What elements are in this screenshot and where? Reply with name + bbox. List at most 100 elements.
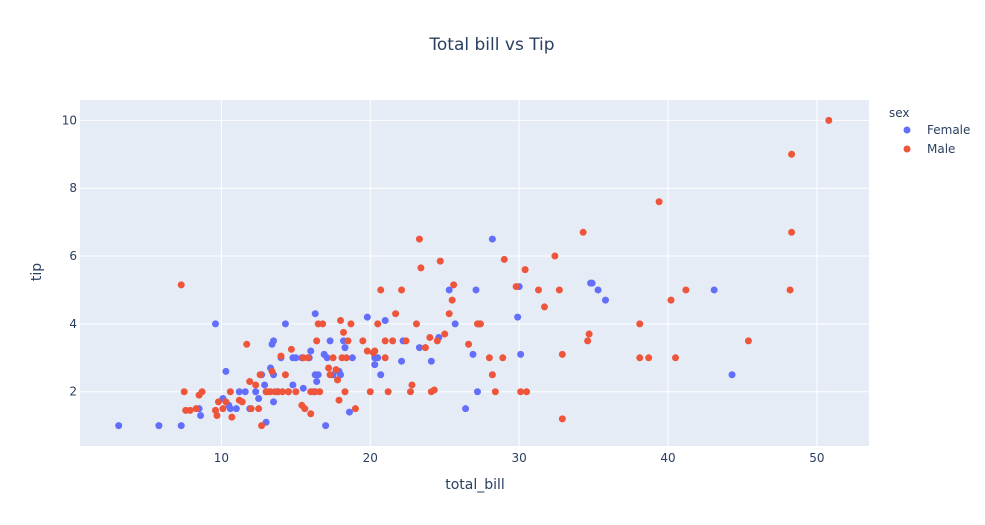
- data-point[interactable]: [588, 279, 596, 287]
- data-point[interactable]: [448, 296, 456, 304]
- data-point[interactable]: [825, 116, 833, 124]
- data-point[interactable]: [445, 286, 453, 294]
- data-point[interactable]: [786, 286, 794, 294]
- data-point[interactable]: [594, 286, 602, 294]
- data-point[interactable]: [392, 310, 400, 318]
- data-point[interactable]: [155, 422, 163, 430]
- data-point[interactable]: [602, 296, 610, 304]
- data-point[interactable]: [512, 283, 520, 291]
- data-point[interactable]: [180, 388, 188, 396]
- data-point[interactable]: [500, 255, 508, 263]
- data-point[interactable]: [585, 330, 593, 338]
- data-point[interactable]: [211, 320, 219, 328]
- data-point[interactable]: [325, 364, 333, 372]
- data-point[interactable]: [326, 337, 334, 345]
- data-point[interactable]: [299, 384, 307, 392]
- data-point[interactable]: [499, 354, 507, 362]
- data-point[interactable]: [451, 320, 459, 328]
- data-point[interactable]: [555, 286, 563, 294]
- data-point[interactable]: [667, 296, 675, 304]
- data-point[interactable]: [415, 344, 423, 352]
- data-point[interactable]: [389, 337, 397, 345]
- data-point[interactable]: [359, 337, 367, 345]
- data-point[interactable]: [415, 235, 423, 243]
- data-point[interactable]: [488, 371, 496, 379]
- data-point[interactable]: [319, 320, 327, 328]
- data-point[interactable]: [344, 337, 352, 345]
- data-point[interactable]: [241, 388, 249, 396]
- data-point[interactable]: [307, 410, 315, 418]
- legend-item-female[interactable]: Female: [903, 123, 971, 137]
- data-point[interactable]: [381, 354, 389, 362]
- data-point[interactable]: [281, 371, 289, 379]
- data-point[interactable]: [462, 405, 470, 413]
- data-point[interactable]: [523, 388, 531, 396]
- data-point[interactable]: [292, 354, 300, 362]
- data-point[interactable]: [314, 371, 322, 379]
- data-point[interactable]: [426, 333, 434, 341]
- data-point[interactable]: [363, 313, 371, 321]
- data-point[interactable]: [436, 257, 444, 265]
- data-point[interactable]: [332, 366, 340, 374]
- data-point[interactable]: [374, 320, 382, 328]
- legend-item-male[interactable]: Male: [903, 142, 956, 156]
- data-point[interactable]: [238, 398, 246, 406]
- data-point[interactable]: [476, 320, 484, 328]
- data-point[interactable]: [348, 354, 356, 362]
- legend[interactable]: sex Female Male: [889, 106, 970, 156]
- data-point[interactable]: [219, 405, 227, 413]
- data-point[interactable]: [417, 264, 425, 272]
- data-point[interactable]: [258, 422, 266, 430]
- data-point[interactable]: [284, 388, 292, 396]
- data-point[interactable]: [636, 320, 644, 328]
- data-point[interactable]: [402, 337, 410, 345]
- data-point[interactable]: [671, 354, 679, 362]
- data-point[interactable]: [535, 286, 543, 294]
- data-point[interactable]: [255, 405, 263, 413]
- data-point[interactable]: [226, 388, 234, 396]
- data-point[interactable]: [406, 388, 414, 396]
- data-point[interactable]: [337, 316, 345, 324]
- data-point[interactable]: [433, 337, 441, 345]
- data-point[interactable]: [441, 330, 449, 338]
- data-point[interactable]: [366, 388, 374, 396]
- data-point[interactable]: [255, 395, 263, 403]
- data-point[interactable]: [313, 378, 321, 386]
- data-point[interactable]: [540, 303, 548, 311]
- data-point[interactable]: [232, 405, 240, 413]
- data-point[interactable]: [322, 422, 330, 430]
- data-point[interactable]: [192, 405, 200, 413]
- data-point[interactable]: [235, 388, 243, 396]
- data-point[interactable]: [788, 150, 796, 158]
- data-point[interactable]: [334, 376, 342, 384]
- data-point[interactable]: [214, 398, 222, 406]
- data-point[interactable]: [177, 422, 185, 430]
- data-point[interactable]: [186, 406, 194, 414]
- data-point[interactable]: [398, 357, 406, 365]
- data-point[interactable]: [450, 281, 458, 289]
- data-point[interactable]: [347, 320, 355, 328]
- data-point[interactable]: [197, 411, 205, 419]
- data-point[interactable]: [485, 354, 493, 362]
- data-point[interactable]: [261, 381, 269, 389]
- data-point[interactable]: [472, 286, 480, 294]
- data-point[interactable]: [521, 266, 529, 274]
- data-point[interactable]: [558, 415, 566, 423]
- data-point[interactable]: [579, 228, 587, 236]
- data-point[interactable]: [473, 388, 481, 396]
- data-point[interactable]: [329, 354, 337, 362]
- data-point[interactable]: [313, 337, 321, 345]
- data-point[interactable]: [304, 354, 312, 362]
- data-point[interactable]: [488, 235, 496, 243]
- data-point[interactable]: [256, 371, 264, 379]
- data-point[interactable]: [281, 320, 289, 328]
- data-point[interactable]: [177, 281, 185, 289]
- data-point[interactable]: [381, 337, 389, 345]
- data-point[interactable]: [341, 344, 349, 352]
- data-point[interactable]: [655, 198, 663, 206]
- data-point[interactable]: [517, 388, 525, 396]
- data-point[interactable]: [270, 337, 278, 345]
- data-point[interactable]: [316, 388, 324, 396]
- data-point[interactable]: [469, 350, 477, 358]
- data-point[interactable]: [371, 361, 379, 369]
